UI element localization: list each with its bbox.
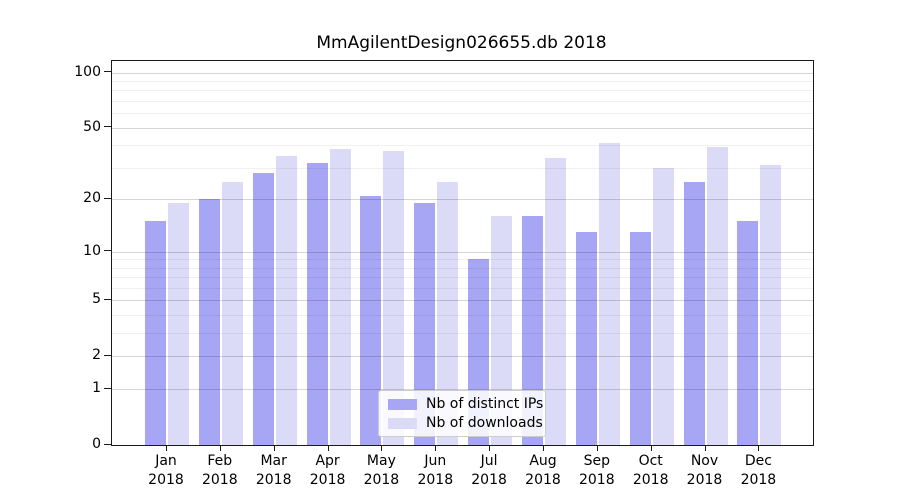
bar-distinct-ips-may [360, 195, 382, 445]
bar-distinct-ips-jun [414, 203, 436, 445]
major-gridline-100 [112, 72, 813, 74]
x-tick-label-may: May 2018 [346, 452, 416, 490]
bar-distinct-ips-oct [629, 232, 651, 445]
bar-downloads-sep [598, 143, 620, 445]
minor-gridline-70 [112, 101, 813, 102]
x-tick-mark-mar [273, 445, 275, 451]
x-tick-label-jul: Jul 2018 [454, 452, 524, 490]
x-tick-year-may: 2018 [363, 472, 400, 488]
plot-area [111, 60, 814, 446]
y-tick-label-2: 2 [92, 347, 101, 364]
legend-label-downloads: Nb of downloads [426, 415, 543, 431]
y-tick-label-50: 50 [83, 118, 101, 135]
bar-distinct-ips-feb [198, 199, 220, 445]
bar-downloads-apr [329, 149, 351, 445]
legend-swatch-downloads [388, 417, 417, 429]
bar-distinct-ips-jan [145, 221, 166, 445]
y-tick-label-0: 0 [92, 436, 101, 452]
legend: Nb of distinct IPs Nb of downloads [378, 390, 546, 437]
x-tick-year-oct: 2018 [632, 472, 669, 488]
x-tick-label-dec: Dec 2018 [723, 452, 793, 490]
legend-row-distinct-ips: Nb of distinct IPs [388, 396, 543, 412]
x-tick-mark-oct [650, 445, 652, 451]
x-tick-label-aug: Aug 2018 [508, 452, 578, 490]
x-tick-mark-jan [166, 445, 167, 451]
x-tick-mark-sep [596, 445, 598, 451]
x-tick-label-feb: Feb 2018 [185, 452, 255, 490]
x-tick-year-mar: 2018 [255, 472, 292, 488]
y-tick-label-10: 10 [83, 242, 101, 259]
y-tick-mark-50 [104, 126, 111, 128]
y-tick-mark-2 [104, 354, 111, 356]
minor-gridline-40 [112, 145, 813, 147]
x-tick-label-jan: Jan 2018 [131, 452, 201, 490]
bar-downloads-jun [437, 182, 459, 445]
x-tick-year-nov: 2018 [686, 472, 723, 488]
chart-title: MmAgilentDesign026655.db 2018 [316, 33, 607, 53]
x-tick-year-aug: 2018 [525, 472, 561, 488]
x-tick-mark-feb [219, 445, 221, 451]
bar-downloads-jul [491, 216, 513, 445]
bar-downloads-mar [275, 155, 297, 445]
y-tick-mark-1 [104, 387, 111, 389]
bar-downloads-dec [760, 165, 782, 445]
x-tick-label-nov: Nov 2018 [670, 452, 740, 490]
bar-distinct-ips-apr [306, 162, 328, 445]
legend-label-distinct-ips: Nb of distinct IPs [426, 396, 544, 412]
x-tick-year-dec: 2018 [740, 472, 777, 488]
major-gridline-50 [112, 127, 813, 129]
bar-downloads-jan [168, 203, 189, 445]
bar-downloads-oct [652, 167, 674, 445]
y-tick-mark-0 [104, 443, 111, 445]
y-tick-label-5: 5 [92, 291, 101, 308]
y-tick-label-1: 1 [92, 380, 101, 397]
bar-distinct-ips-dec [737, 221, 759, 445]
x-tick-year-jun: 2018 [417, 472, 454, 488]
minor-gridline-90 [112, 81, 813, 82]
bar-distinct-ips-sep [575, 232, 597, 445]
x-tick-label-mar: Mar 2018 [239, 452, 309, 490]
x-tick-mark-nov [704, 445, 706, 451]
bar-distinct-ips-mar [252, 173, 274, 445]
x-tick-year-feb: 2018 [201, 472, 238, 488]
bar-distinct-ips-nov [683, 182, 705, 445]
x-tick-mark-jul [489, 445, 491, 451]
minor-gridline-80 [112, 90, 813, 92]
y-tick-mark-5 [104, 298, 111, 300]
y-tick-mark-100 [104, 71, 111, 73]
x-tick-label-jun: Jun 2018 [400, 452, 470, 490]
x-tick-year-jan: 2018 [148, 472, 184, 488]
legend-swatch-distinct-ips [388, 398, 417, 410]
bar-downloads-may [383, 151, 405, 445]
bar-downloads-feb [221, 182, 243, 445]
y-tick-mark-20 [104, 197, 111, 199]
x-tick-label-apr: Apr 2018 [293, 452, 363, 490]
x-tick-label-sep: Sep 2018 [562, 452, 632, 490]
x-tick-label-oct: Oct 2018 [616, 452, 686, 490]
y-tick-label-100: 100 [74, 63, 101, 80]
x-tick-mark-may [381, 445, 383, 451]
x-tick-mark-dec [758, 445, 760, 451]
minor-gridline-60 [112, 113, 813, 115]
x-tick-mark-jun [435, 445, 437, 451]
bar-downloads-aug [544, 158, 566, 445]
x-tick-year-sep: 2018 [578, 472, 615, 488]
y-tick-mark-10 [104, 250, 111, 251]
legend-row-downloads: Nb of downloads [388, 415, 543, 431]
x-tick-mark-aug [543, 445, 544, 451]
x-tick-year-apr: 2018 [309, 472, 346, 488]
x-tick-mark-apr [327, 445, 329, 451]
bar-distinct-ips-aug [521, 216, 543, 445]
y-tick-label-20: 20 [83, 190, 101, 207]
bar-downloads-nov [706, 147, 728, 445]
x-tick-year-jul: 2018 [471, 472, 507, 488]
